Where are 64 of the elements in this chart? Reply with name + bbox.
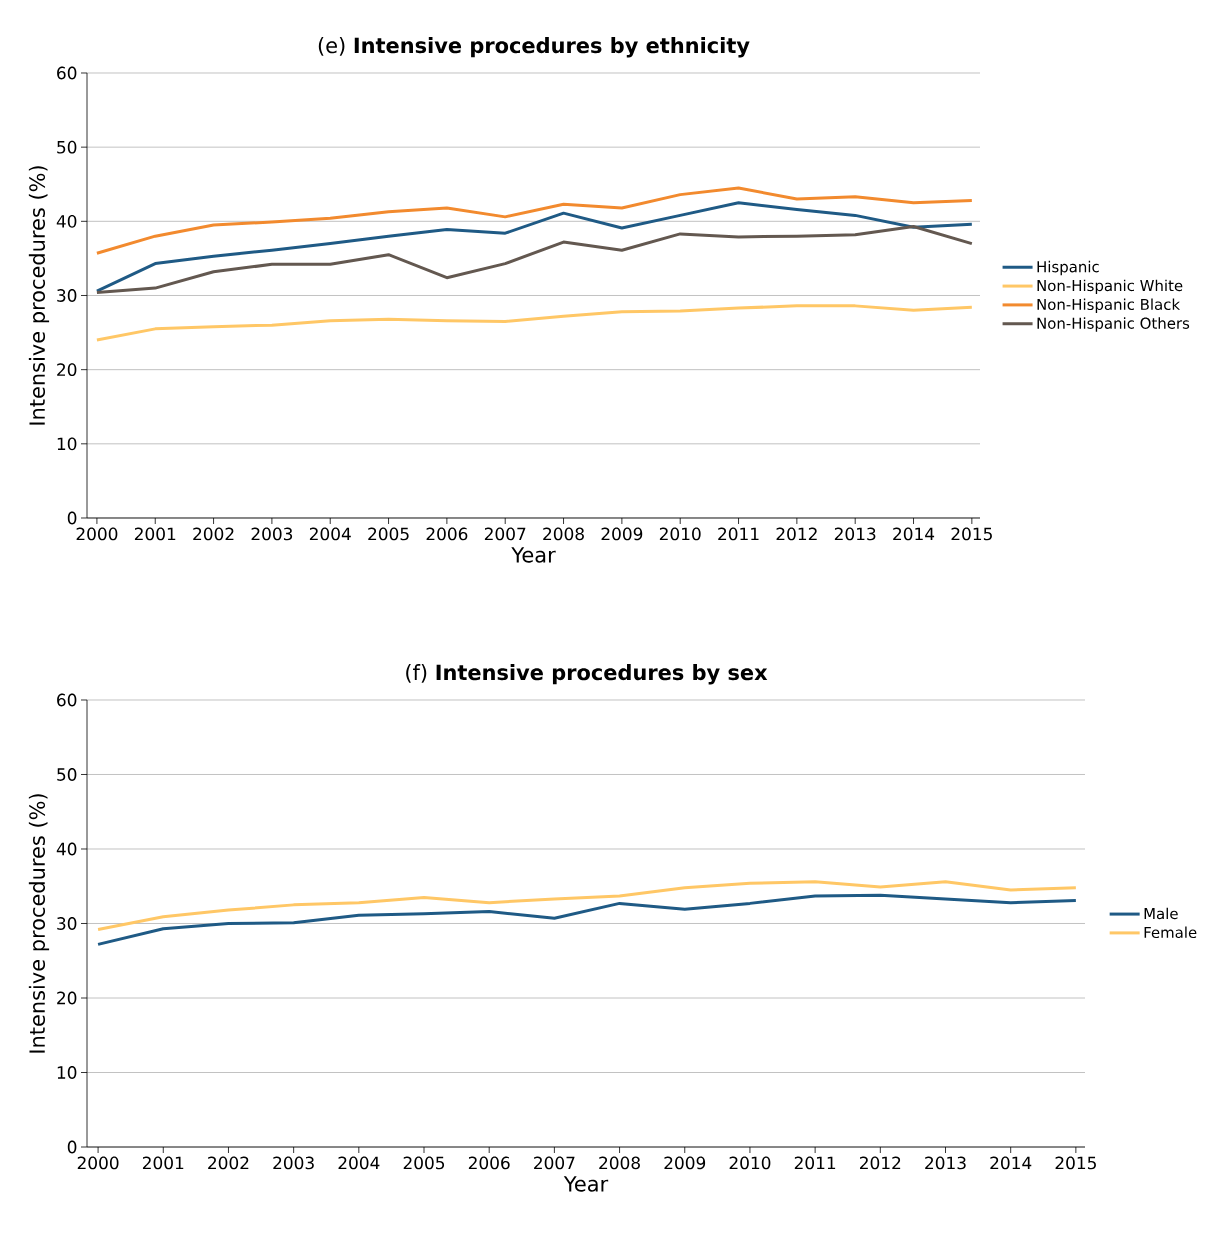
- x-tick-label: 2007: [484, 527, 526, 541]
- x-tick-label: 2004: [338, 1156, 380, 1170]
- y-tick-label: 60: [57, 693, 77, 707]
- x-tick-label: 2006: [468, 1156, 510, 1170]
- legend-label: Female: [1144, 926, 1197, 939]
- line-series: [95, 225, 974, 295]
- y-axis-title: Intensive procedures (%): [28, 166, 50, 425]
- x-tick-label: 2001: [142, 1156, 184, 1170]
- x-tick-label: 2010: [659, 527, 701, 541]
- y-tick-label: 40: [56, 214, 77, 228]
- x-tick-label: 2014: [893, 527, 935, 541]
- chart-title: (e) Intensive procedures by ethnicity: [318, 37, 750, 58]
- x-tick-label: 2002: [193, 527, 234, 541]
- x-tick-label: 2006: [426, 527, 468, 541]
- y-tick-label: 0: [67, 1140, 77, 1154]
- legend-label: Non-Hispanic White: [1037, 279, 1183, 295]
- x-tick-label: 2015: [1055, 1156, 1096, 1170]
- line-series: [95, 201, 974, 293]
- x-tick-label: 2011: [794, 1156, 836, 1170]
- y-tick-label: 10: [57, 437, 77, 451]
- y-tick-label: 60: [57, 66, 77, 80]
- x-tick-label: 2013: [925, 1156, 966, 1170]
- y-tick-label: 20: [57, 991, 77, 1005]
- x-tick-label: 2003: [273, 1156, 314, 1170]
- x-tick-label: 2003: [251, 527, 293, 541]
- y-axis-title: Intensive procedures (%): [28, 794, 50, 1053]
- y-tick-label: 50: [57, 140, 77, 154]
- legend-label: Male: [1144, 907, 1178, 920]
- x-tick-label: 2012: [860, 1156, 901, 1170]
- x-tick-label: 2009: [664, 1156, 706, 1170]
- line-series: [95, 186, 974, 255]
- x-axis-title: Year: [511, 547, 556, 563]
- y-tick-label: 40: [56, 842, 77, 856]
- x-tick-label: 2011: [718, 527, 759, 541]
- x-tick-label: 2005: [368, 527, 409, 541]
- y-tick-label: 10: [57, 1066, 77, 1079]
- x-tick-label: 2015: [951, 527, 992, 541]
- x-tick-label: 2008: [599, 1156, 640, 1170]
- legend-label: Hispanic: [1037, 260, 1099, 276]
- x-tick-label: 2009: [601, 527, 643, 541]
- legend-label: Non-Hispanic Black: [1037, 298, 1181, 313]
- x-tick-label: 2010: [729, 1156, 771, 1170]
- y-tick-label: 50: [57, 768, 77, 781]
- x-tick-label: 2014: [990, 1156, 1032, 1170]
- x-tick-label: 2013: [834, 527, 876, 541]
- x-tick-label: 2001: [134, 527, 176, 541]
- y-tick-label: 30: [57, 289, 77, 302]
- x-tick-label: 2000: [76, 527, 118, 541]
- x-tick-label: 2004: [309, 527, 351, 541]
- chart-title: (f) Intensive procedures by sex: [406, 664, 768, 685]
- x-axis-title: Year: [563, 1176, 609, 1192]
- y-tick-label: 30: [57, 917, 77, 930]
- line-series: [95, 304, 974, 342]
- line-series: [96, 893, 1078, 946]
- x-tick-label: 2000: [77, 1156, 119, 1170]
- y-tick-label: 0: [67, 511, 77, 525]
- y-tick-label: 20: [57, 363, 77, 377]
- x-tick-label: 2007: [534, 1156, 575, 1170]
- legend-label: Non-Hispanic Others: [1037, 317, 1190, 332]
- line-series: [96, 880, 1078, 931]
- x-tick-label: 2008: [543, 527, 584, 541]
- x-tick-label: 2002: [208, 1156, 249, 1170]
- x-tick-label: 2012: [776, 527, 817, 541]
- x-tick-label: 2005: [403, 1156, 445, 1170]
